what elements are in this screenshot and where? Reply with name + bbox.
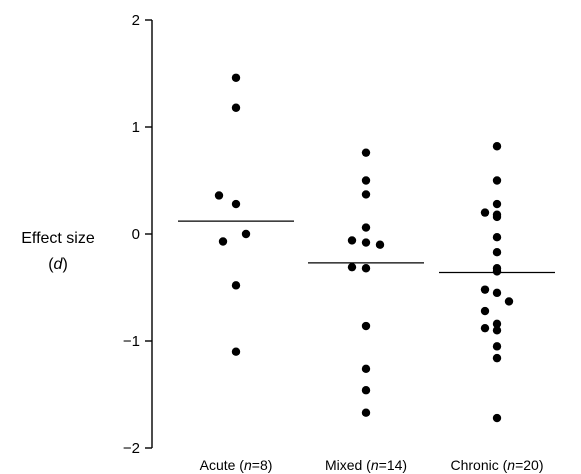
y-axis-title-symbol: d: [54, 256, 64, 273]
data-point: [361, 190, 371, 199]
data-point: [480, 323, 490, 333]
data-point: [347, 236, 357, 245]
data-point: [492, 319, 502, 329]
data-point: [361, 238, 371, 247]
data-point: [231, 281, 241, 290]
data-point: [492, 353, 502, 363]
category-label-n: n: [244, 457, 252, 473]
data-point: [492, 288, 502, 298]
data-point: [361, 321, 371, 331]
data-point: [361, 364, 371, 374]
y-axis-title-line2: (d): [48, 256, 68, 273]
category-label: Chronic (n=20): [450, 457, 543, 473]
data-point: [492, 199, 502, 209]
data-point: [361, 408, 371, 417]
data-point: [492, 233, 502, 242]
y-axis-title-line1: Effect size: [21, 230, 95, 247]
data-point: [361, 176, 371, 185]
category-labels: Acute (n=8) Mixed (n=14) Chronic (n=20): [200, 457, 544, 473]
data-points: [214, 73, 514, 423]
category-label-count: =20): [515, 457, 543, 473]
data-point: [241, 229, 251, 239]
y-axis-ticks: 2 1 0 −1 −2: [123, 12, 152, 457]
data-point: [361, 148, 371, 157]
data-point: [504, 297, 514, 306]
data-point: [492, 142, 502, 151]
data-point: [347, 262, 357, 272]
data-point: [231, 347, 241, 356]
data-point: [361, 264, 371, 273]
category-label-count: =14): [379, 457, 407, 473]
data-point: [218, 237, 228, 246]
data-point: [214, 191, 224, 200]
category-label-name: Mixed (: [325, 457, 371, 473]
data-point: [231, 73, 241, 82]
data-point: [492, 176, 502, 185]
data-point: [480, 208, 490, 217]
data-point: [492, 267, 502, 276]
category-label-count: =8): [252, 457, 273, 473]
category-label-n: n: [371, 457, 379, 473]
data-point: [231, 103, 241, 112]
y-tick-label: 1: [132, 119, 140, 136]
mean-lines: [178, 220, 555, 274]
category-label: Mixed (n=14): [325, 457, 407, 473]
data-point: [361, 386, 371, 395]
data-point: [492, 342, 502, 351]
category-label: Acute (n=8): [200, 457, 273, 473]
y-tick-label: 2: [132, 12, 140, 29]
data-point: [480, 306, 490, 316]
y-tick-label: −1: [123, 333, 140, 350]
data-point: [480, 285, 490, 294]
y-tick-label: 0: [132, 226, 140, 243]
category-label-name: Chronic (: [450, 457, 507, 473]
y-tick-label: −2: [123, 440, 140, 457]
data-point: [492, 413, 502, 423]
data-point: [375, 240, 385, 249]
data-point: [492, 212, 502, 222]
data-point: [361, 223, 371, 232]
category-label-n: n: [507, 457, 515, 473]
data-point: [231, 199, 241, 209]
data-point: [492, 247, 502, 257]
category-label-name: Acute (: [200, 457, 245, 473]
data-point: [492, 326, 502, 335]
